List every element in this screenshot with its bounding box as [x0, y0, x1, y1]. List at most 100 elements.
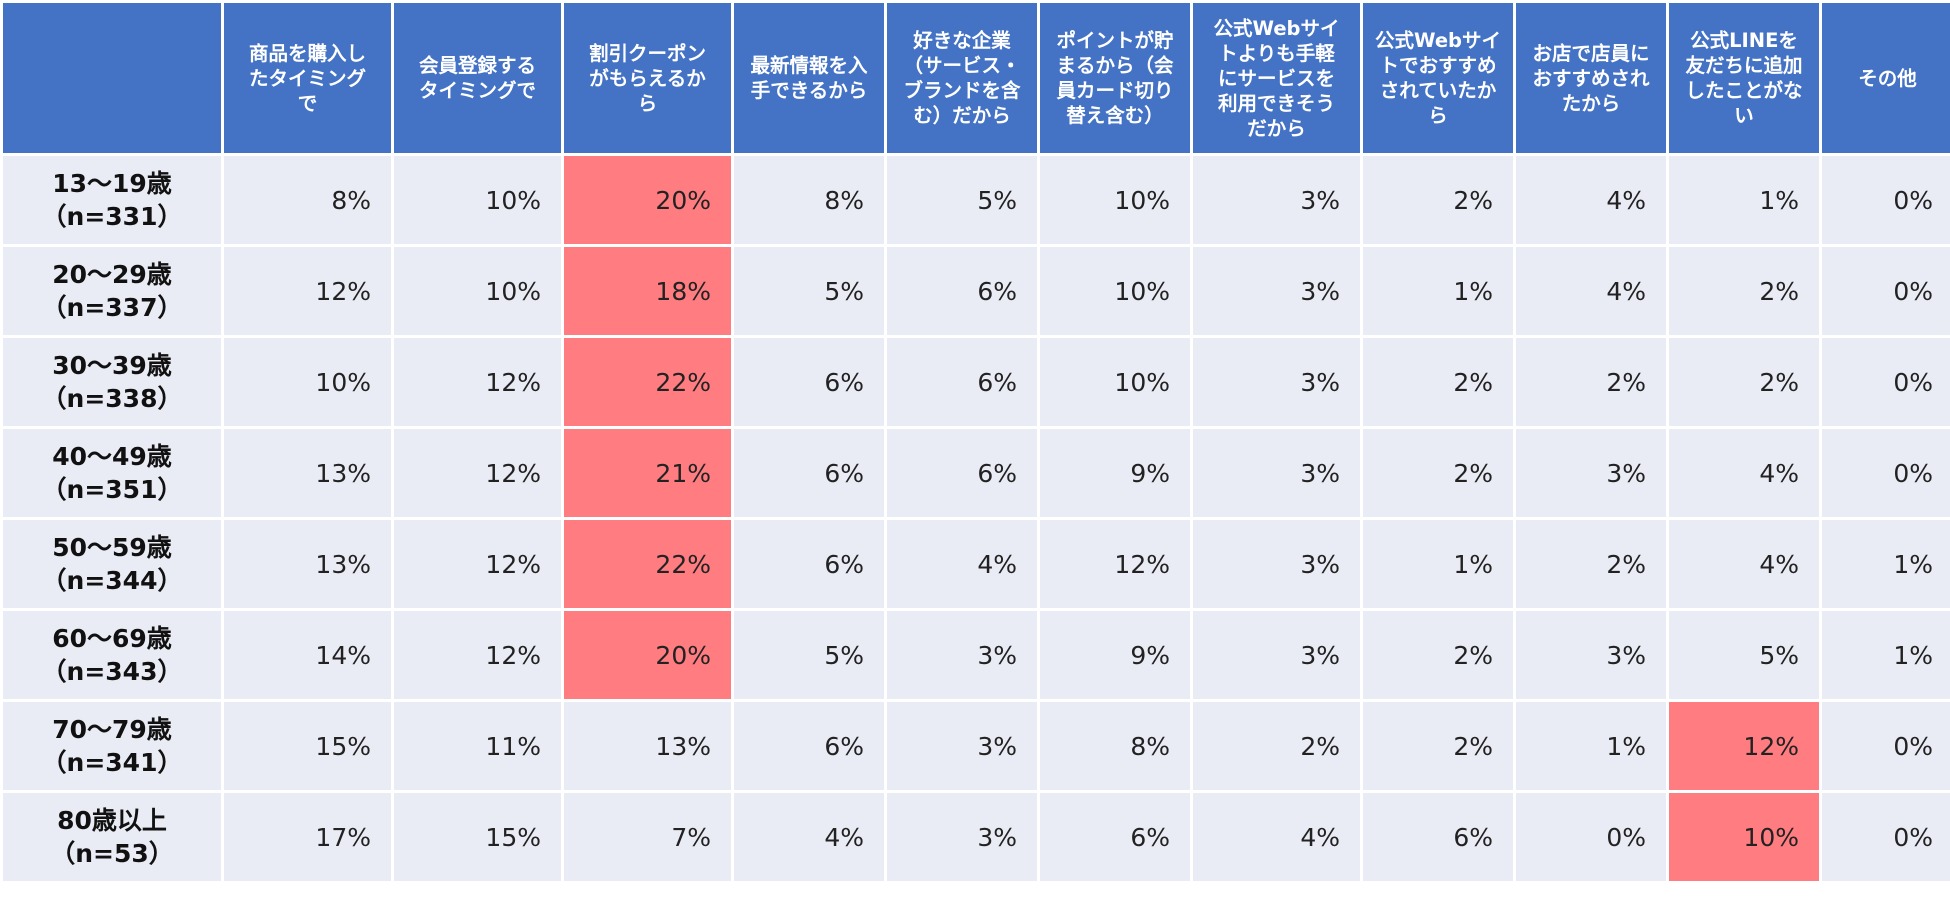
value-cell: 12% [394, 338, 561, 426]
column-header: 商品を購入し たタイミング で [224, 3, 391, 153]
value-cell: 4% [887, 520, 1037, 608]
value-cell: 3% [1516, 429, 1666, 517]
value-cell: 0% [1822, 247, 1950, 335]
value-cell: 4% [1516, 156, 1666, 244]
value-cell: 1% [1669, 156, 1819, 244]
value-cell: 6% [734, 429, 884, 517]
value-cell: 2% [1516, 338, 1666, 426]
table-row: 80歳以上 （n=53） 17% 15% 7% 4% 3% 6% 4% 6% 0% 10% 0% [3, 793, 1950, 881]
value-cell: 13% [224, 429, 391, 517]
row-label: 50〜59歳 （n=344） [3, 520, 221, 608]
corner-cell [3, 3, 221, 153]
value-cell: 10% [394, 247, 561, 335]
value-cell: 3% [1516, 611, 1666, 699]
table-row: 20〜29歳 （n=337） 12% 10% 18% 5% 6% 10% 3% 1% 4% 2% 0% [3, 247, 1950, 335]
row-label: 80歳以上 （n=53） [3, 793, 221, 881]
value-cell: 4% [1669, 429, 1819, 517]
column-header: 公式Webサイ トでおすすめ されていたか ら [1363, 3, 1513, 153]
value-cell: 2% [1363, 338, 1513, 426]
value-cell: 4% [1669, 520, 1819, 608]
value-cell-highlighted: 12% [1669, 702, 1819, 790]
value-cell: 6% [887, 247, 1037, 335]
table-row: 50〜59歳 （n=344） 13% 12% 22% 6% 4% 12% 3% 1% 2% 4% 1% [3, 520, 1950, 608]
value-cell: 3% [1193, 520, 1360, 608]
value-cell: 0% [1822, 338, 1950, 426]
row-label: 13〜19歳 （n=331） [3, 156, 221, 244]
column-header: 割引クーポン がもらえるか ら [564, 3, 731, 153]
value-cell: 10% [1040, 156, 1190, 244]
value-cell: 3% [1193, 156, 1360, 244]
value-cell: 12% [1040, 520, 1190, 608]
value-cell: 6% [734, 702, 884, 790]
table-row: 30〜39歳 （n=338） 10% 12% 22% 6% 6% 10% 3% 2% 2% 2% 0% [3, 338, 1950, 426]
column-header: 公式Webサイ トよりも手軽 にサービスを 利用できそう だから [1193, 3, 1360, 153]
value-cell: 1% [1363, 247, 1513, 335]
value-cell: 2% [1363, 156, 1513, 244]
value-cell: 10% [224, 338, 391, 426]
column-header: 公式LINEを 友だちに追加 したことがな い [1669, 3, 1819, 153]
table-row: 40〜49歳 （n=351） 13% 12% 21% 6% 6% 9% 3% 2% 3% 4% 0% [3, 429, 1950, 517]
value-cell: 10% [1040, 338, 1190, 426]
value-cell-highlighted: 22% [564, 520, 731, 608]
value-cell-highlighted: 18% [564, 247, 731, 335]
value-cell: 0% [1822, 156, 1950, 244]
value-cell: 3% [1193, 429, 1360, 517]
value-cell: 4% [1193, 793, 1360, 881]
value-cell: 11% [394, 702, 561, 790]
value-cell-highlighted: 22% [564, 338, 731, 426]
column-header: 好きな企業 （サービス・ ブランドを含 む）だから [887, 3, 1037, 153]
row-label: 60〜69歳 （n=343） [3, 611, 221, 699]
value-cell: 1% [1516, 702, 1666, 790]
row-label: 40〜49歳 （n=351） [3, 429, 221, 517]
value-cell: 3% [887, 611, 1037, 699]
value-cell: 12% [394, 520, 561, 608]
value-cell: 7% [564, 793, 731, 881]
value-cell: 0% [1822, 429, 1950, 517]
value-cell: 6% [734, 520, 884, 608]
row-label: 70〜79歳 （n=341） [3, 702, 221, 790]
value-cell: 2% [1669, 247, 1819, 335]
value-cell: 0% [1822, 793, 1950, 881]
value-cell: 13% [564, 702, 731, 790]
value-cell: 1% [1822, 611, 1950, 699]
value-cell: 9% [1040, 611, 1190, 699]
column-header: ポイントが貯 まるから（会 員カード切り 替え含む） [1040, 3, 1190, 153]
value-cell: 2% [1363, 429, 1513, 517]
value-cell: 3% [1193, 247, 1360, 335]
value-cell: 2% [1669, 338, 1819, 426]
value-cell: 2% [1363, 702, 1513, 790]
value-cell: 3% [887, 793, 1037, 881]
row-label: 20〜29歳 （n=337） [3, 247, 221, 335]
value-cell: 1% [1822, 520, 1950, 608]
table-row: 70〜79歳 （n=341） 15% 11% 13% 6% 3% 8% 2% 2% 1% 12% 0% [3, 702, 1950, 790]
value-cell: 6% [1040, 793, 1190, 881]
value-cell: 1% [1363, 520, 1513, 608]
column-header: 最新情報を入 手できるから [734, 3, 884, 153]
value-cell: 12% [224, 247, 391, 335]
value-cell: 3% [1193, 338, 1360, 426]
value-cell: 2% [1363, 611, 1513, 699]
value-cell: 6% [887, 429, 1037, 517]
table-body: 13〜19歳 （n=331） 8% 10% 20% 8% 5% 10% 3% 2% 4% 1% 0% 2… [3, 156, 1950, 881]
value-cell: 4% [1516, 247, 1666, 335]
value-cell: 0% [1822, 702, 1950, 790]
table-row: 60〜69歳 （n=343） 14% 12% 20% 5% 3% 9% 3% 2% 3% 5% 1% [3, 611, 1950, 699]
row-label: 30〜39歳 （n=338） [3, 338, 221, 426]
value-cell-highlighted: 20% [564, 611, 731, 699]
value-cell: 15% [394, 793, 561, 881]
value-cell: 5% [887, 156, 1037, 244]
value-cell-highlighted: 20% [564, 156, 731, 244]
value-cell: 9% [1040, 429, 1190, 517]
value-cell: 5% [734, 611, 884, 699]
value-cell: 6% [734, 338, 884, 426]
value-cell: 10% [1040, 247, 1190, 335]
value-cell: 12% [394, 611, 561, 699]
value-cell: 8% [1040, 702, 1190, 790]
value-cell: 14% [224, 611, 391, 699]
value-cell: 15% [224, 702, 391, 790]
value-cell: 13% [224, 520, 391, 608]
value-cell-highlighted: 10% [1669, 793, 1819, 881]
value-cell: 5% [734, 247, 884, 335]
value-cell: 2% [1193, 702, 1360, 790]
